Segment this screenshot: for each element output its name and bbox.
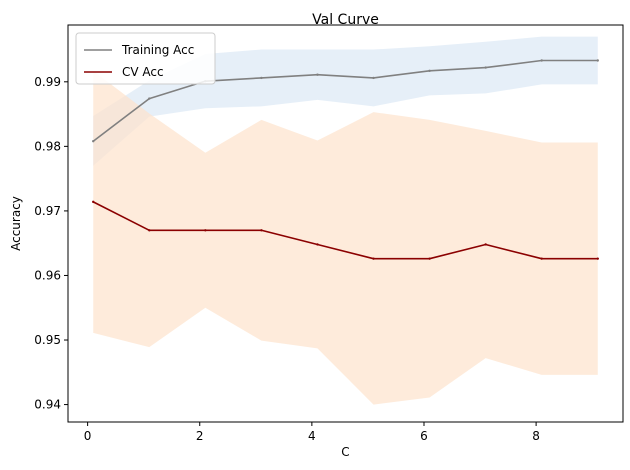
y-tick-label: 0.98 (34, 139, 61, 153)
training-acc-point (428, 69, 431, 73)
cv-acc-point (540, 257, 543, 260)
x-axis-ticks: 0 2 4 6 8 (84, 422, 540, 443)
training-acc-point (372, 76, 375, 80)
y-tick-label: 0.97 (34, 204, 61, 218)
x-tick-label: 8 (532, 429, 540, 443)
x-tick-label: 2 (196, 429, 204, 443)
training-acc-point (260, 76, 263, 80)
cv-acc-std-band (93, 70, 598, 405)
training-acc-point (540, 59, 543, 62)
training-acc-point (484, 66, 487, 69)
cv-acc-point (316, 243, 319, 246)
y-axis-ticks: 0.94 0.95 0.96 0.97 0.98 0.99 (34, 75, 68, 412)
training-acc-point (92, 140, 95, 143)
y-tick-label: 0.99 (34, 75, 61, 89)
legend: Training Acc CV Acc (75, 32, 216, 85)
cv-acc-point (204, 229, 207, 232)
legend-label-training-acc: Training Acc (121, 43, 194, 57)
cv-acc-point (148, 229, 151, 232)
cv-acc-point (596, 257, 599, 260)
y-tick-label: 0.94 (34, 398, 61, 412)
chart-title: Val Curve (312, 12, 379, 28)
training-acc-point (316, 73, 319, 76)
x-tick-label: 6 (420, 429, 428, 443)
cv-acc-line (92, 201, 598, 260)
cv-acc-point (372, 257, 375, 260)
x-tick-label: 0 (84, 429, 92, 443)
cv-acc-point (260, 229, 263, 232)
y-axis-title: Accuracy (9, 196, 23, 251)
cv-acc-point (92, 200, 95, 204)
y-tick-label: 0.95 (34, 333, 61, 347)
series-lines (92, 59, 599, 260)
x-tick-label: 4 (308, 429, 316, 443)
cv-acc-point (428, 257, 431, 260)
x-axis-title: C (341, 445, 349, 459)
training-acc-point (596, 59, 599, 62)
y-tick-label: 0.96 (34, 268, 61, 282)
training-acc-line (92, 59, 598, 142)
legend-label-cv-acc: CV Acc (122, 65, 164, 79)
training-acc-point (148, 97, 151, 100)
cv-acc-point (484, 243, 487, 246)
axes-frame (67, 24, 624, 423)
